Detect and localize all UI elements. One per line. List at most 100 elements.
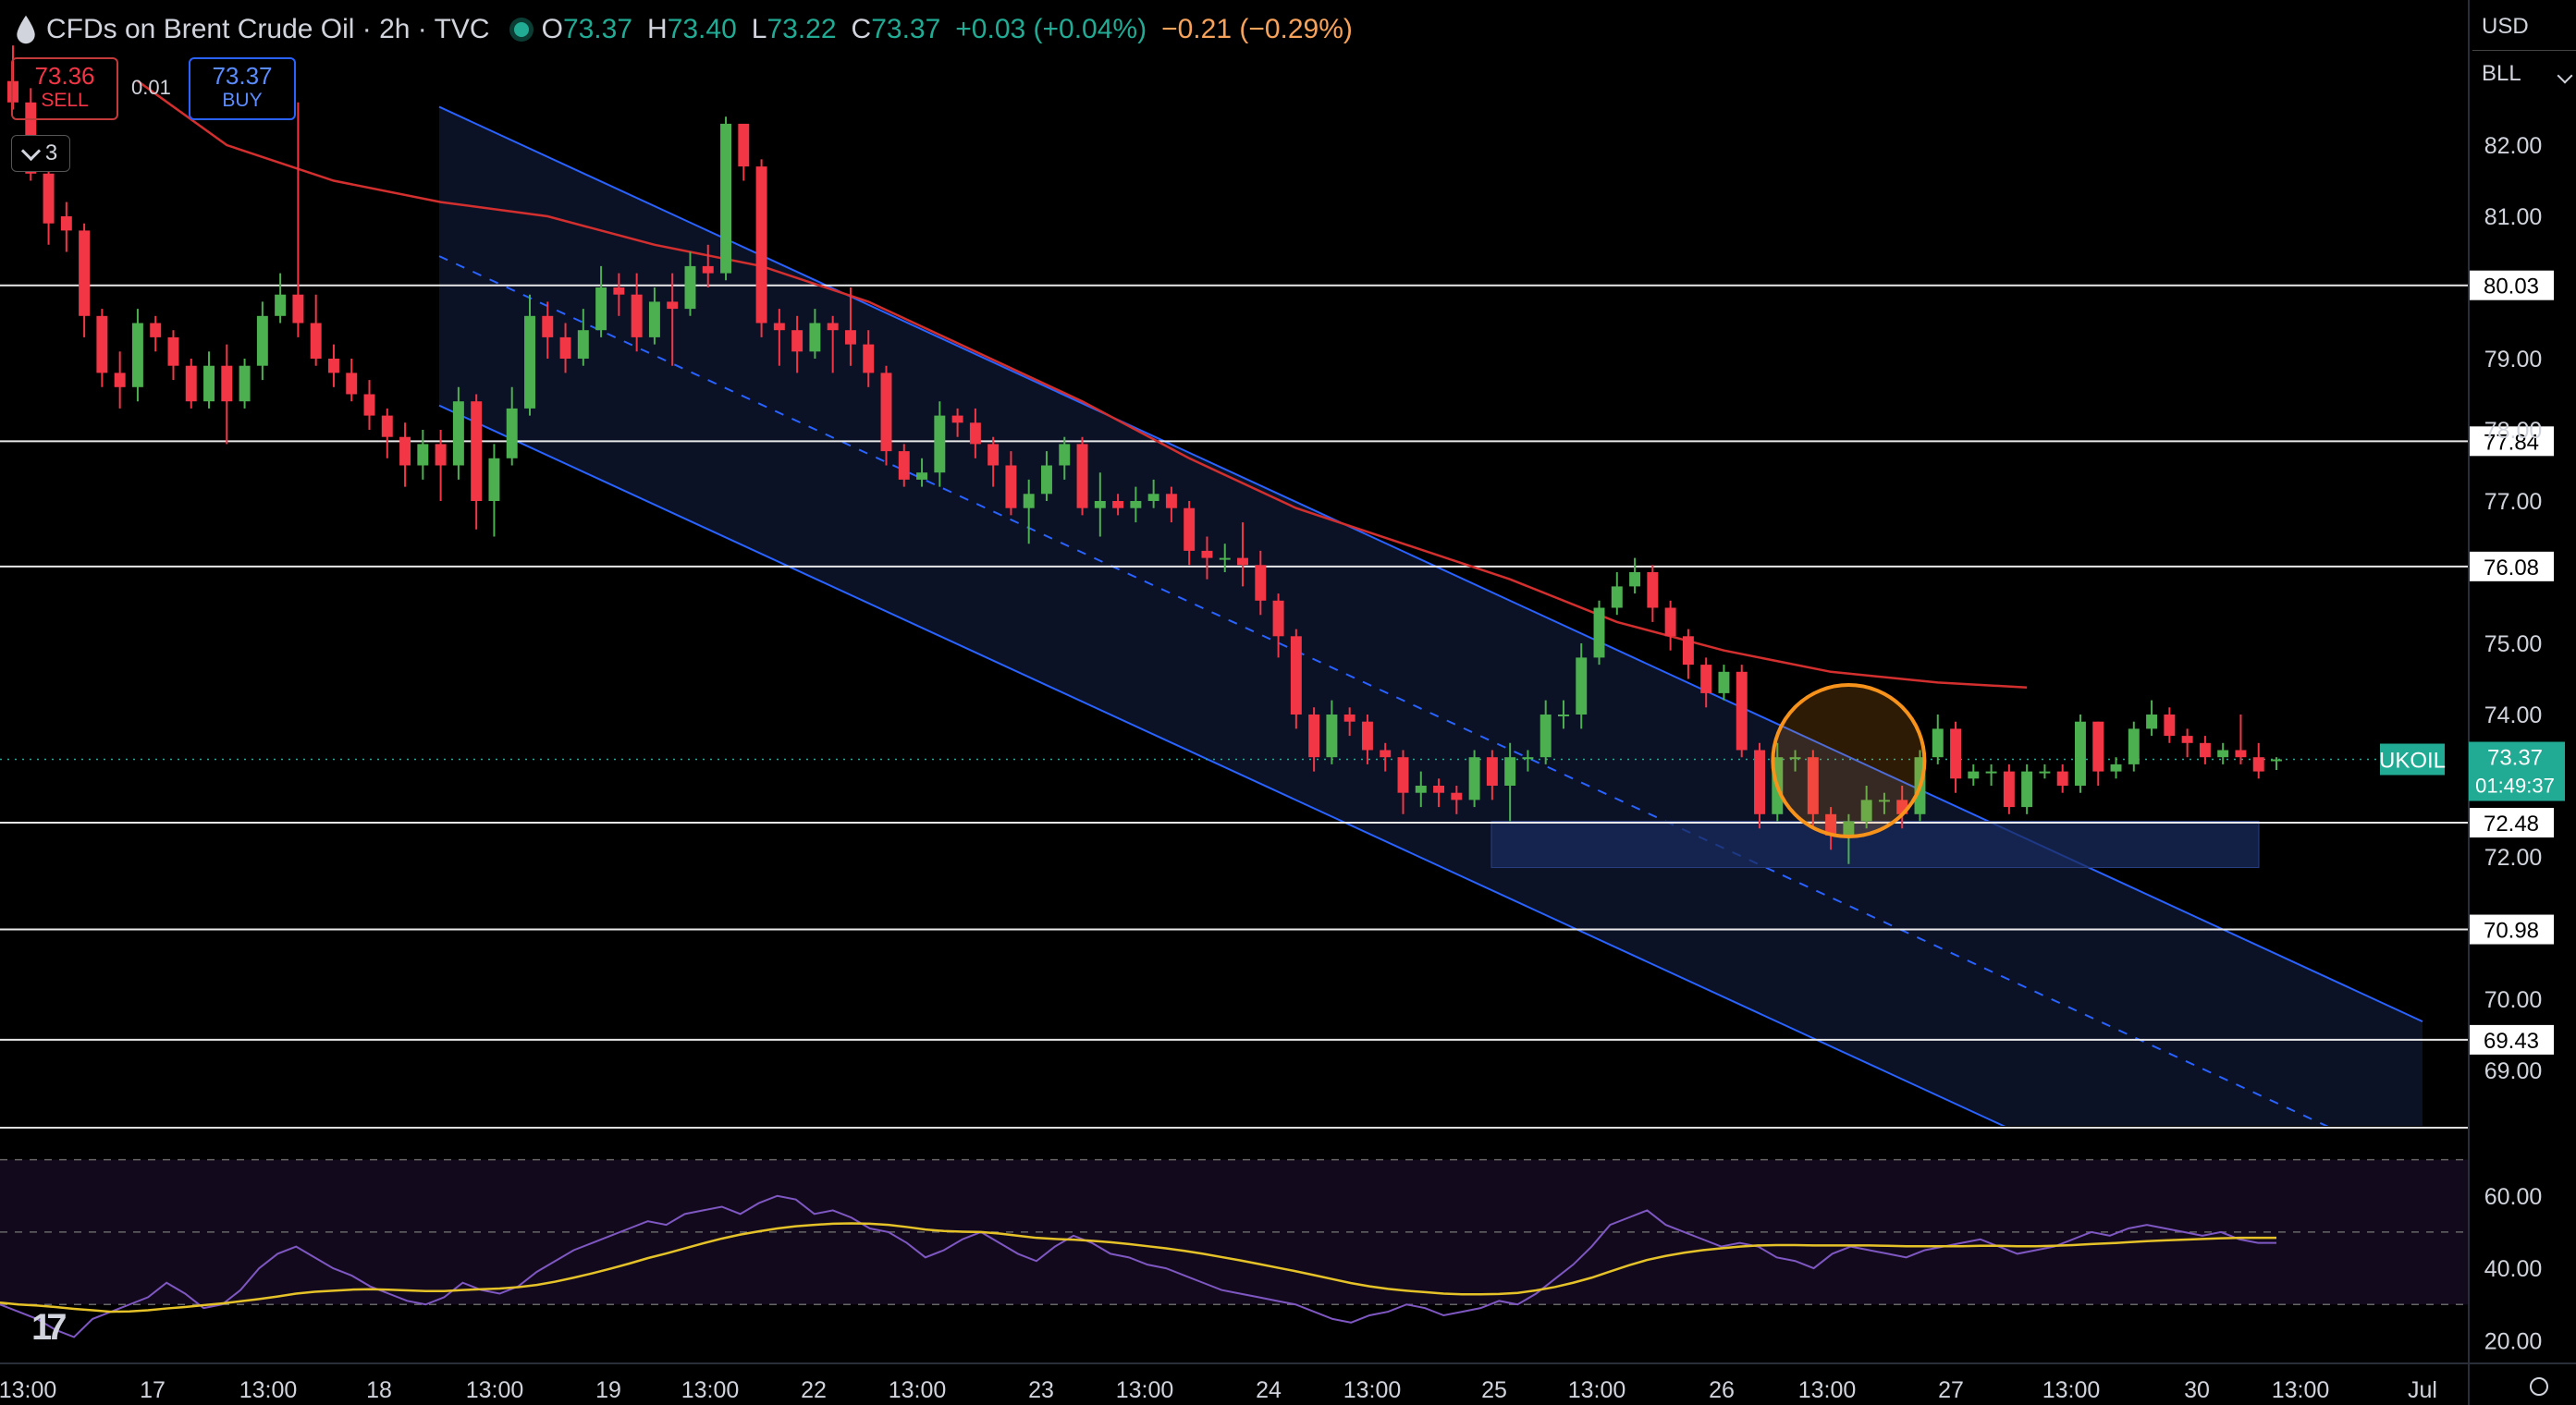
candle [2021,764,2033,814]
candle [1789,750,1801,772]
candle [2056,764,2068,793]
channel-upper-line [438,105,2423,1023]
candle [346,359,358,402]
buy-price: 73.37 [212,62,273,90]
rsi-ma-line [0,1222,2276,1313]
candle [1094,472,1106,537]
candle [1968,764,1980,786]
level-price-label: 69.43 [2484,1029,2539,1054]
chart-header: CFDs on Brent Crude Oil · 2h · TVC O 73.3… [0,7,1353,52]
change-value-2: −0.21 (−0.29%) [1161,14,1353,44]
x-tick-label: 23 [1028,1377,1054,1403]
candle [1700,657,1712,708]
sell-label: SELL [41,90,89,112]
currency-selector[interactable]: USD BLL [2472,4,2576,100]
x-tick-label: 13:00 [681,1377,740,1403]
candle [1558,700,1569,729]
candle [738,123,750,181]
candle [131,309,143,402]
candle [471,394,483,530]
candle [1076,436,1088,516]
market-status-icon [513,22,529,37]
candle [1807,750,1819,829]
y-tick-label: 81.00 [2484,204,2543,230]
candle [1415,771,1427,808]
candle [256,301,268,381]
x-tick-label: 13:00 [1343,1377,1402,1403]
highlight-circle [1771,683,1927,839]
y-tick-label: 72.00 [2484,845,2543,871]
candle [1682,629,1694,679]
open-value: 73.37 [562,14,633,44]
level-price-label: 72.48 [2484,812,2539,837]
level-price-tag [2469,808,2554,838]
candle [488,444,500,537]
candle [1237,522,1248,587]
candle [203,351,215,409]
candle [1647,565,1659,622]
last-price-label: 73.37 [2487,746,2543,771]
candle [239,359,251,409]
candle [1576,643,1588,729]
open-label: O [541,14,563,44]
candle [2235,715,2247,764]
candle [363,380,375,430]
level-price-label: 80.03 [2484,275,2539,299]
candle [1896,786,1908,829]
candle [185,359,197,409]
candle [1165,486,1177,523]
x-tick-label: 25 [1481,1377,1507,1403]
y-tick-label: 75.00 [2484,631,2543,657]
buy-label: BUY [222,90,263,112]
indicators-toggle[interactable]: 3 [11,135,70,172]
candle [1023,479,1035,544]
candle [1539,700,1552,764]
y-tick-label: 78.00 [2484,418,2543,444]
candle [1736,665,1748,758]
candle [2146,700,2158,737]
candle [667,273,679,366]
candle [613,273,625,316]
x-tick-label: 27 [1938,1377,1964,1403]
channel-fill [439,106,2423,1126]
candle [506,386,518,466]
unit-label: BLL [2482,61,2521,86]
candle [60,202,72,252]
candle [2074,715,2086,793]
close-label: C [851,14,872,44]
buy-button[interactable]: 73.37 BUY [189,57,296,120]
spread-value: 0.01 [131,76,171,99]
candle [898,444,910,487]
candle [1361,715,1373,764]
candle [381,408,393,458]
chevron-down-icon [20,140,41,161]
candle [1397,750,1409,814]
symbol-title[interactable]: CFDs on Brent Crude Oil · 2h · TVC [46,14,490,44]
change-value: +0.03 (+0.04%) [955,14,1147,44]
y-tick-label: 70.00 [2484,987,2543,1013]
candle [2181,728,2193,758]
candle [1504,742,1516,822]
candle [809,309,821,359]
x-tick-label: 22 [801,1377,827,1403]
candle [2039,764,2051,779]
candle [1451,786,1463,814]
candle [1878,792,1890,814]
level-price-label: 77.84 [2484,430,2539,455]
x-tick-label: Jul [2408,1377,2437,1403]
candle [2110,757,2122,779]
sell-button[interactable]: 73.36 SELL [11,57,118,120]
candle [1201,536,1213,580]
candle [684,251,696,316]
x-tick-label: 13:00 [239,1377,298,1403]
candle [1326,700,1338,764]
y-tick-label: 79.00 [2484,347,2543,373]
candle [2271,757,2282,771]
candle [595,265,607,337]
candle [577,309,589,366]
level-price-tag [2469,551,2554,581]
x-tick-label: 13:00 [0,1377,56,1403]
candle [720,116,731,281]
candle [987,436,1000,487]
